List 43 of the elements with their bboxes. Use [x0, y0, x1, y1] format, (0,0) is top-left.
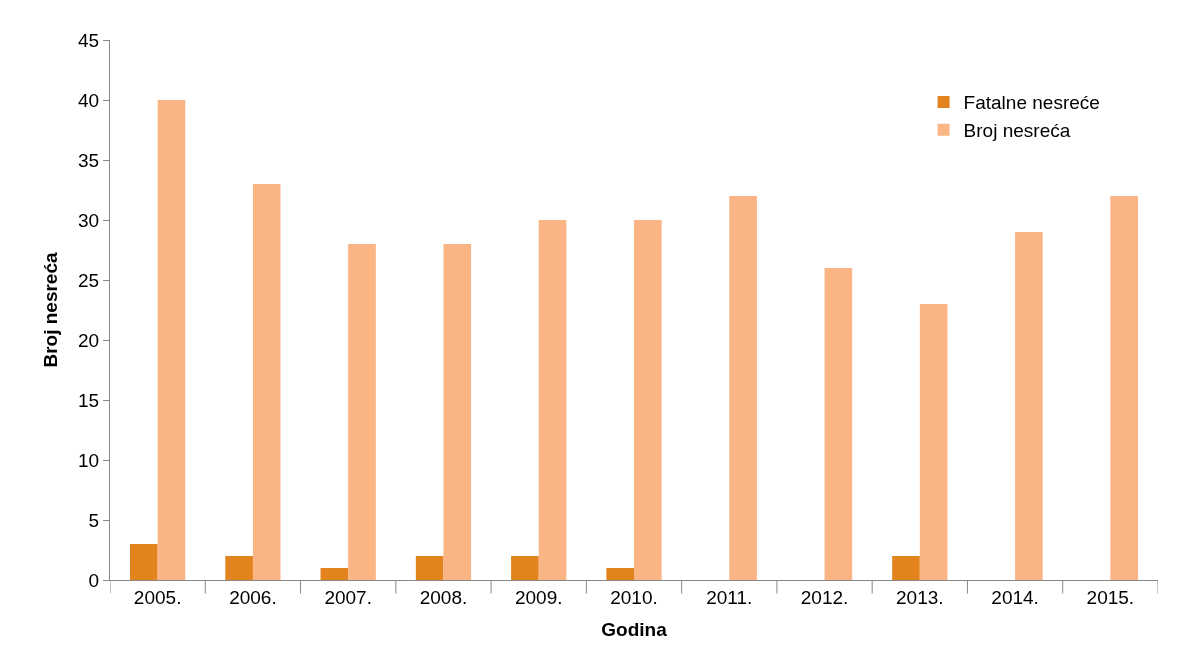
- bar: [130, 544, 158, 580]
- bar: [348, 244, 376, 580]
- x-tick-label: 2014.: [991, 586, 1039, 608]
- bar: [225, 556, 253, 580]
- legend-label: Broj nesreća: [963, 120, 1071, 142]
- bar: [443, 244, 472, 580]
- x-tick-label: 2013.: [896, 586, 944, 608]
- y-tick-label: 45: [78, 29, 100, 51]
- bar: [892, 556, 920, 580]
- y-tick-label: 25: [78, 269, 100, 291]
- x-tick-label: 2011.: [706, 586, 753, 608]
- bar: [511, 556, 539, 580]
- y-tick-label: 5: [88, 509, 100, 531]
- bar: [729, 196, 757, 580]
- y-tick-label: 35: [78, 149, 100, 171]
- bar: [634, 220, 662, 580]
- y-tick-label: 30: [78, 209, 100, 231]
- bar: [824, 268, 853, 580]
- bar: [1110, 196, 1138, 580]
- bar: [538, 220, 567, 580]
- x-tick-label: 2010.: [610, 586, 658, 608]
- x-tick-label: 2006.: [229, 586, 277, 608]
- bar: [415, 556, 444, 580]
- x-tick-label: 2015.: [1086, 586, 1135, 608]
- bar: [606, 568, 634, 580]
- y-tick-label: 0: [88, 569, 100, 591]
- y-tick-label: 40: [78, 89, 100, 111]
- x-tick-label: 2007.: [324, 586, 372, 608]
- bar: [919, 304, 948, 580]
- y-tick-label: 20: [78, 329, 100, 351]
- x-tick-label: 2009.: [514, 586, 563, 608]
- bar: [252, 184, 281, 580]
- x-axis-title: Godina: [601, 618, 668, 640]
- bar: [320, 568, 349, 580]
- y-tick-label: 15: [78, 389, 100, 411]
- legend-label: Fatalne nesreće: [963, 92, 1100, 114]
- x-tick-label: 2012.: [800, 586, 849, 608]
- y-axis-title: Broj nesreća: [39, 252, 61, 368]
- x-tick-label: 2008.: [419, 586, 468, 608]
- bar: [157, 100, 186, 580]
- bar: [1015, 232, 1043, 580]
- x-tick-label: 2005.: [133, 586, 182, 608]
- y-tick-label: 10: [78, 449, 100, 471]
